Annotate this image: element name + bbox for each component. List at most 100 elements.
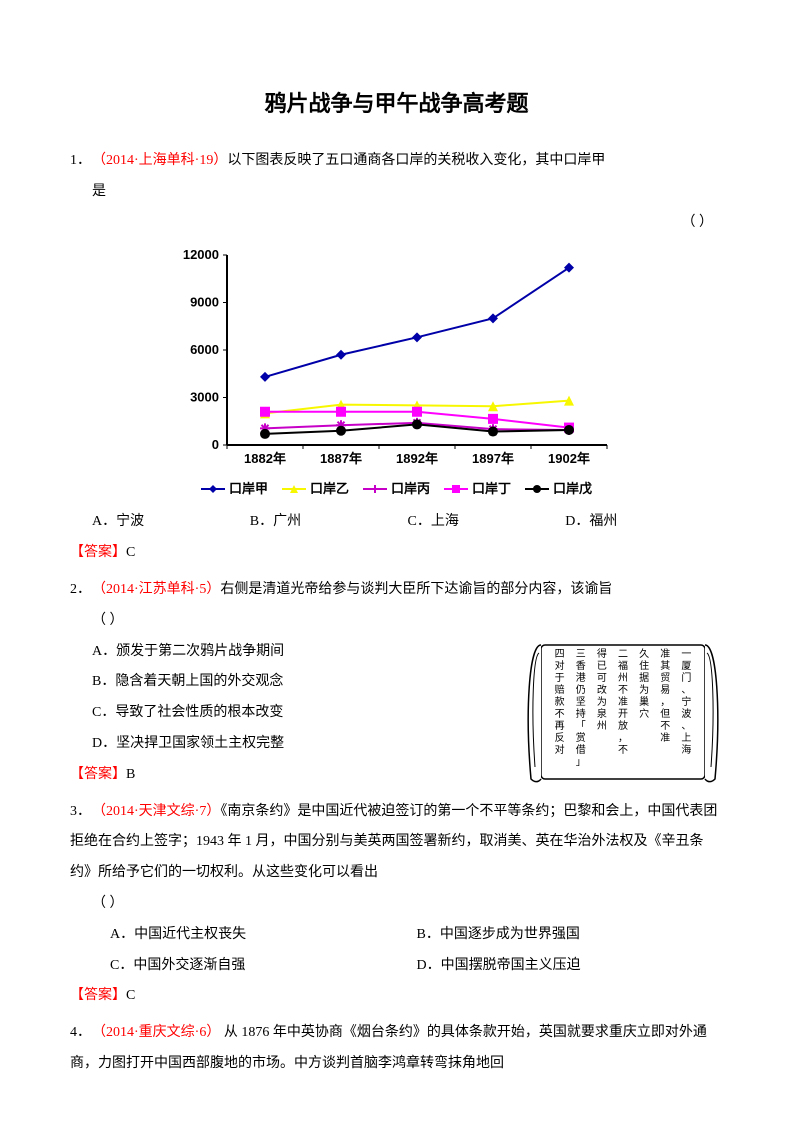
svg-text:赏: 赏 — [576, 732, 586, 744]
q2-num: 2． — [70, 575, 92, 606]
svg-text:再: 再 — [555, 720, 565, 732]
svg-text:穴: 穴 — [639, 707, 649, 720]
q1-optD: D．福州 — [565, 507, 723, 538]
svg-text:四: 四 — [555, 649, 565, 660]
svg-text:上: 上 — [681, 732, 691, 744]
svg-text:放: 放 — [618, 719, 628, 732]
svg-text:，: ， — [660, 697, 670, 708]
svg-text:持: 持 — [576, 707, 586, 720]
svg-text:6000: 6000 — [190, 342, 219, 357]
q4-num: 4． — [70, 1018, 92, 1049]
q3-optD: D．中国摆脱帝国主义压迫 — [417, 951, 724, 982]
q3-optB: B．中国逐步成为世界强国 — [417, 920, 724, 951]
question-4: 4．（2014·重庆文综·6） 从 1876 年中英协商《烟台条约》的具体条款开… — [70, 1018, 723, 1080]
svg-text:改: 改 — [597, 683, 607, 696]
svg-text:一: 一 — [681, 649, 691, 660]
svg-text:不: 不 — [660, 721, 670, 732]
q4-source: （2014·重庆文综·6） — [92, 1025, 220, 1040]
svg-text:为: 为 — [597, 696, 607, 708]
q1-optC: C．上海 — [408, 507, 566, 538]
svg-text:仍: 仍 — [576, 684, 586, 696]
svg-text:海: 海 — [681, 743, 691, 756]
question-1: 1．（2014·上海单科·19）以下图表反映了五口通商各口岸的关税收入变化，其中… — [70, 146, 723, 569]
revenue-chart: 0 3000 6000 9000 12000 1882年 1887年 1892年 1897年 19… — [167, 245, 627, 504]
svg-text:港: 港 — [576, 672, 586, 684]
q3-source: （2014·天津文综·7） — [92, 804, 220, 819]
svg-text:香: 香 — [576, 660, 586, 672]
q1-num: 1． — [70, 146, 92, 177]
q3-answer: 【答案】C — [70, 981, 723, 1012]
edict-scroll: 一厦门、宁波、上海准其贸易，但不准久住据为巢穴二福州不准开放，不得已可改为泉州三… — [523, 637, 723, 787]
svg-text:泉: 泉 — [597, 707, 607, 720]
svg-text:易: 易 — [660, 684, 670, 696]
q1-optA: A．宁波 — [92, 507, 250, 538]
svg-text:1892年: 1892年 — [396, 451, 438, 466]
q1-optB: B．广州 — [250, 507, 408, 538]
svg-text:12000: 12000 — [182, 247, 218, 262]
q1-source: （2014·上海单科·19） — [92, 153, 227, 168]
svg-text:准: 准 — [660, 732, 670, 744]
svg-text:宁: 宁 — [681, 695, 691, 708]
svg-text:于: 于 — [555, 673, 565, 684]
svg-text:、: 、 — [681, 721, 691, 732]
q2-text: 右侧是清道光帝给参与谈判大臣所下达谕旨的部分内容，该谕旨 — [220, 582, 612, 597]
svg-text:不: 不 — [618, 685, 628, 696]
svg-text:3000: 3000 — [190, 389, 219, 404]
svg-text:可: 可 — [597, 673, 607, 684]
svg-text:开: 开 — [618, 709, 628, 720]
svg-text:款: 款 — [555, 695, 565, 708]
svg-text:借: 借 — [576, 744, 586, 756]
svg-text:0: 0 — [211, 437, 218, 452]
svg-text:其: 其 — [660, 660, 670, 672]
svg-text:住: 住 — [639, 659, 649, 672]
svg-text:厦: 厦 — [681, 660, 691, 672]
svg-text:「: 「 — [576, 720, 586, 732]
svg-text:准: 准 — [618, 696, 628, 708]
q1-paren: （ ） — [682, 215, 714, 230]
svg-text:三: 三 — [576, 649, 586, 660]
svg-text:波: 波 — [681, 707, 691, 720]
q1-text2: 是 — [92, 184, 106, 199]
svg-text:贸: 贸 — [660, 672, 670, 684]
svg-text:、: 、 — [681, 685, 691, 696]
svg-text:已: 已 — [597, 661, 607, 672]
svg-text:赔: 赔 — [555, 683, 565, 696]
svg-text:久: 久 — [639, 648, 649, 660]
q1-text1: 以下图表反映了五口通商各口岸的关税收入变化，其中口岸甲 — [227, 153, 605, 168]
svg-text:但: 但 — [660, 708, 670, 720]
q3-num: 3． — [70, 797, 92, 828]
q1-answer: 【答案】C — [70, 538, 723, 569]
svg-text:州: 州 — [597, 720, 607, 732]
svg-text:反: 反 — [555, 732, 565, 744]
svg-text:据: 据 — [639, 671, 649, 684]
q2-paren: （ ） — [92, 613, 124, 628]
question-3: 3．（2014·天津文综·7）《南京条约》是中国近代被迫签订的第一个不平等条约；… — [70, 797, 723, 1013]
svg-text:二: 二 — [618, 649, 628, 660]
svg-text:坚: 坚 — [576, 696, 586, 708]
svg-text:州: 州 — [618, 672, 628, 684]
svg-text:」: 」 — [576, 757, 586, 768]
svg-text:不: 不 — [555, 709, 565, 720]
svg-text:巢: 巢 — [639, 695, 649, 708]
svg-text:1882年: 1882年 — [244, 451, 286, 466]
svg-text:门: 门 — [681, 671, 691, 684]
svg-text:1902年: 1902年 — [548, 451, 590, 466]
q3-optA: A．中国近代主权丧失 — [110, 920, 417, 951]
svg-text:福: 福 — [618, 659, 628, 672]
svg-text:，: ， — [618, 733, 628, 744]
q2-source: （2014·江苏单科·5） — [92, 582, 220, 597]
svg-text:9000: 9000 — [190, 294, 219, 309]
q3-optC: C．中国外交逐渐自强 — [110, 951, 417, 982]
svg-text:准: 准 — [660, 648, 670, 660]
svg-text:为: 为 — [639, 684, 649, 696]
svg-text:1897年: 1897年 — [472, 451, 514, 466]
svg-text:1887年: 1887年 — [320, 451, 362, 466]
question-2: 2．（2014·江苏单科·5）右侧是清道光帝给参与谈判大臣所下达谕旨的部分内容，… — [70, 575, 723, 791]
svg-text:得: 得 — [597, 648, 607, 660]
svg-text:对: 对 — [555, 743, 565, 756]
chart-legend: 口岸甲口岸乙口岸丙口岸丁口岸戊 — [167, 475, 627, 504]
q3-paren: （ ） — [92, 896, 124, 911]
svg-text:不: 不 — [618, 745, 628, 756]
svg-text:对: 对 — [555, 659, 565, 672]
page-title: 鸦片战争与甲午战争高考题 — [70, 80, 723, 128]
